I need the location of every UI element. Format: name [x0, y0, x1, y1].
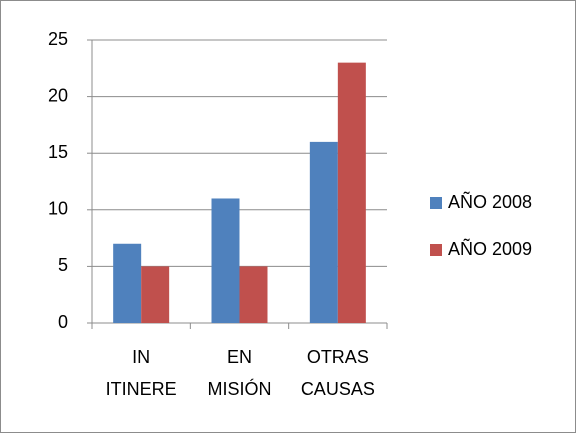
bar — [309, 141, 338, 323]
legend-label: AÑO 2009 — [448, 238, 532, 259]
y-tick-label: 0 — [58, 312, 68, 332]
y-tick-label: 25 — [48, 29, 68, 49]
x-tick-label: EN MISIÓN — [207, 347, 271, 399]
y-tick-label: 10 — [48, 199, 68, 219]
legend-marker — [430, 244, 442, 256]
bar — [141, 266, 170, 323]
bar — [337, 62, 366, 323]
y-tick-label: 15 — [48, 142, 68, 162]
bar — [113, 243, 142, 323]
x-tick-label: OTRAS CAUSAS — [301, 347, 375, 399]
bar — [211, 198, 240, 323]
legend-label: AÑO 2008 — [448, 191, 532, 212]
legend-marker — [430, 197, 442, 209]
bar — [239, 266, 268, 323]
y-tick-label: 20 — [48, 85, 68, 105]
x-tick-label: IN ITINERE — [106, 347, 177, 399]
y-tick-label: 5 — [58, 255, 68, 275]
